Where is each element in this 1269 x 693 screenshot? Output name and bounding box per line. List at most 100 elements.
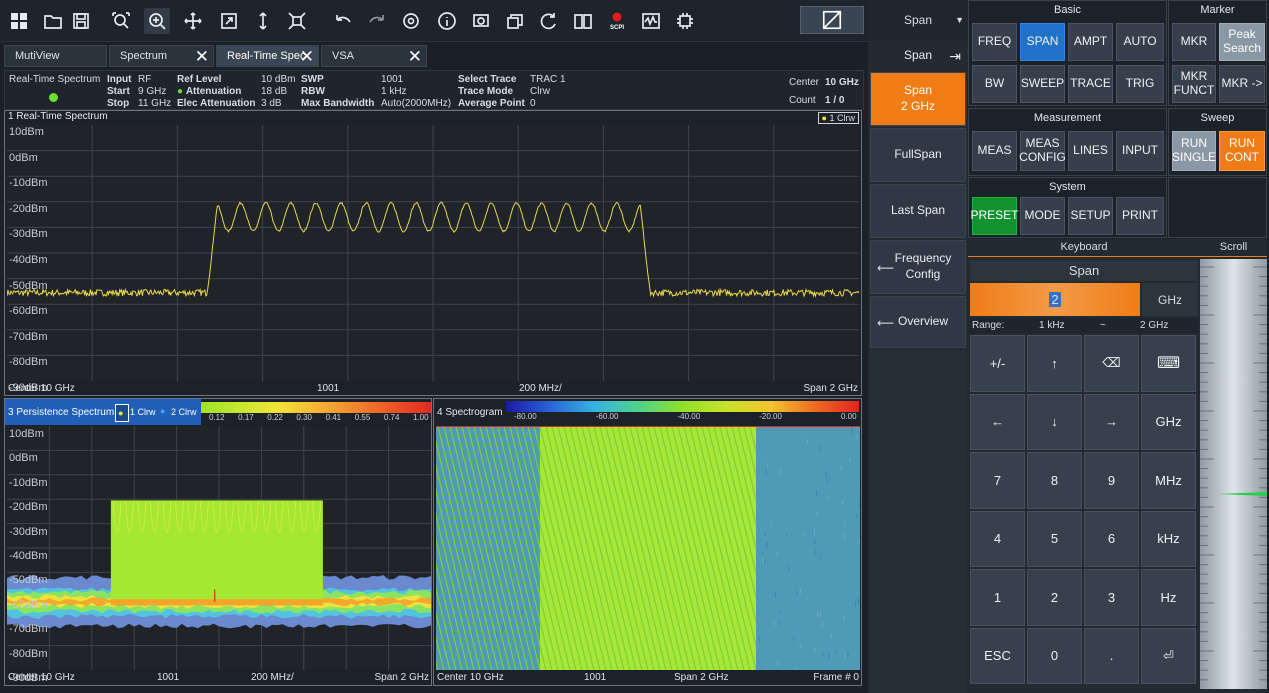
- keyboard-icon-key[interactable]: ⌨: [1141, 335, 1196, 392]
- y-axis-label: -40dBm: [9, 550, 48, 562]
- trig-button[interactable]: TRIG: [1116, 65, 1164, 103]
- lines-button[interactable]: LINES: [1068, 131, 1113, 171]
- windows-stack-icon[interactable]: [502, 8, 528, 34]
- run-cont-button[interactable]: RUN CONT: [1219, 131, 1265, 171]
- chip-settings-icon[interactable]: [672, 8, 698, 34]
- right-arrow-key[interactable]: →: [1084, 393, 1139, 450]
- 8-key[interactable]: 8: [1027, 452, 1082, 509]
- spectrogram-noise: [849, 456, 851, 462]
- redo-icon[interactable]: [364, 8, 390, 34]
- mhz-key[interactable]: MHz: [1141, 452, 1196, 509]
- 5-key[interactable]: 5: [1027, 510, 1082, 567]
- frequency-config-softkey[interactable]: ⟵ Frequency Config: [870, 240, 966, 294]
- hz-key[interactable]: Hz: [1141, 569, 1196, 626]
- bw-button[interactable]: BW: [972, 65, 1017, 103]
- ampt-button[interactable]: AMPT: [1068, 23, 1113, 61]
- decimal-key[interactable]: .: [1084, 627, 1139, 684]
- zoom-area-icon[interactable]: [108, 8, 134, 34]
- left-arrow-key[interactable]: ←: [970, 393, 1025, 450]
- 3-key[interactable]: 3: [1084, 569, 1139, 626]
- auto-button[interactable]: AUTO: [1116, 23, 1164, 61]
- manual-book-icon[interactable]: [570, 8, 596, 34]
- panel-title: 3 Persistence Spectrum: [8, 407, 115, 418]
- screenshot-icon[interactable]: [468, 8, 494, 34]
- autoscale-icon[interactable]: [216, 8, 242, 34]
- windows-icon[interactable]: [6, 8, 32, 34]
- mkr-to-button[interactable]: MKR ->: [1219, 65, 1265, 103]
- close-icon[interactable]: ✕: [407, 47, 422, 66]
- plus-minus-key[interactable]: +/-: [970, 335, 1025, 392]
- span-value-softkey[interactable]: Span 2 GHz: [870, 72, 966, 126]
- 4-key[interactable]: 4: [970, 510, 1025, 567]
- esc-key[interactable]: ESC: [970, 627, 1025, 684]
- up-arrow-key[interactable]: ↑: [1027, 335, 1082, 392]
- pan-icon[interactable]: [180, 8, 206, 34]
- down-arrow-key[interactable]: ↓: [1027, 393, 1082, 450]
- spectrogram-stripe: [473, 426, 535, 670]
- 7-key[interactable]: 7: [970, 452, 1025, 509]
- scroll-wheel[interactable]: [1200, 259, 1267, 689]
- mode-button[interactable]: MODE: [1020, 197, 1065, 235]
- spectrogram-panel[interactable]: 4 Spectrogram -80.00 -60.00 -40.00 -20.00 0.…: [433, 398, 862, 686]
- freq-button[interactable]: FREQ: [972, 23, 1017, 61]
- vertical-scale-icon[interactable]: [250, 8, 276, 34]
- fullspan-softkey[interactable]: FullSpan: [870, 128, 966, 182]
- enter-key[interactable]: ⏎: [1141, 627, 1196, 684]
- meas-button[interactable]: MEAS: [972, 131, 1017, 171]
- close-icon[interactable]: ✕: [194, 47, 209, 66]
- open-folder-icon[interactable]: [40, 8, 66, 34]
- meas-config-button[interactable]: MEAS CONFIG: [1019, 131, 1066, 171]
- 1-key[interactable]: 1: [970, 569, 1025, 626]
- zoom-in-icon[interactable]: [144, 8, 170, 34]
- spectrogram-stripe: [647, 426, 709, 670]
- print-button[interactable]: PRINT: [1116, 197, 1164, 235]
- trace-button[interactable]: TRACE: [1068, 65, 1113, 103]
- save-icon[interactable]: [68, 8, 94, 34]
- ghz-key[interactable]: GHz: [1141, 393, 1196, 450]
- plot-area[interactable]: [6, 125, 860, 381]
- spectrogram-noise: [476, 435, 478, 438]
- info-icon[interactable]: [434, 8, 460, 34]
- span-entry-input[interactable]: 2: [970, 283, 1140, 316]
- backspace-key[interactable]: ⌫: [1084, 335, 1139, 392]
- preset-button[interactable]: PRESET: [971, 197, 1019, 235]
- persistence-spectrum-panel[interactable]: 3 Persistence Spectrum ● 1 Clrw ● 2 Clrw…: [4, 398, 432, 686]
- 2-key[interactable]: 2: [1027, 569, 1082, 626]
- display-toggle-button[interactable]: [800, 6, 864, 34]
- tab-spectrum[interactable]: Spectrum ✕: [109, 45, 214, 67]
- spectrogram-plot-area[interactable]: [436, 426, 860, 670]
- 0-key[interactable]: 0: [1027, 627, 1082, 684]
- setup-button[interactable]: SETUP: [1068, 197, 1113, 235]
- lastspan-softkey[interactable]: Last Span: [870, 184, 966, 238]
- overview-softkey[interactable]: ⟵ Overview: [870, 296, 966, 348]
- spectrogram-noise: [859, 503, 860, 507]
- tab-multiview[interactable]: MutiView: [4, 45, 107, 67]
- plot-area[interactable]: [7, 426, 431, 670]
- span-button[interactable]: SPAN: [1020, 23, 1065, 61]
- input-button[interactable]: INPUT: [1116, 131, 1164, 171]
- target-icon[interactable]: [398, 8, 424, 34]
- refresh-icon[interactable]: [536, 8, 562, 34]
- panel-footer: Center 10 GHz 1001 Span 2 GHz Frame # 0: [434, 671, 861, 685]
- 9-key[interactable]: 9: [1084, 452, 1139, 509]
- scpi-icon[interactable]: SCPI: [604, 8, 630, 34]
- tab-realtime-spectrum[interactable]: Real-Time Spec ✕: [216, 45, 319, 67]
- run-single-button[interactable]: RUN SINGLE: [1172, 131, 1216, 171]
- 6-key[interactable]: 6: [1084, 510, 1139, 567]
- undo-icon[interactable]: [330, 8, 356, 34]
- fit-screen-icon[interactable]: [284, 8, 310, 34]
- tab-vsa[interactable]: VSA ✕: [321, 45, 427, 67]
- realtime-spectrum-panel[interactable]: 1 Real-Time Spectrum ● 1 Clrw 10dBm 0dBm -…: [4, 110, 862, 396]
- khz-key[interactable]: kHz: [1141, 510, 1196, 567]
- softkey-header[interactable]: Span ▼: [868, 0, 968, 40]
- trace1-selector[interactable]: ●: [115, 404, 129, 422]
- sweep-button[interactable]: SWEEP: [1020, 65, 1065, 103]
- atten-dot-icon: ●: [177, 86, 184, 97]
- mkr-button[interactable]: MKR: [1172, 23, 1216, 61]
- waveform-monitor-icon[interactable]: [638, 8, 664, 34]
- mkr-funct-button[interactable]: MKR FUNCT: [1172, 65, 1216, 103]
- trace-legend[interactable]: ● 1 Clrw: [817, 112, 859, 124]
- persistence-notch: [299, 501, 309, 533]
- close-icon[interactable]: ✕: [299, 47, 314, 66]
- peak-search-button[interactable]: Peak Search: [1219, 23, 1265, 61]
